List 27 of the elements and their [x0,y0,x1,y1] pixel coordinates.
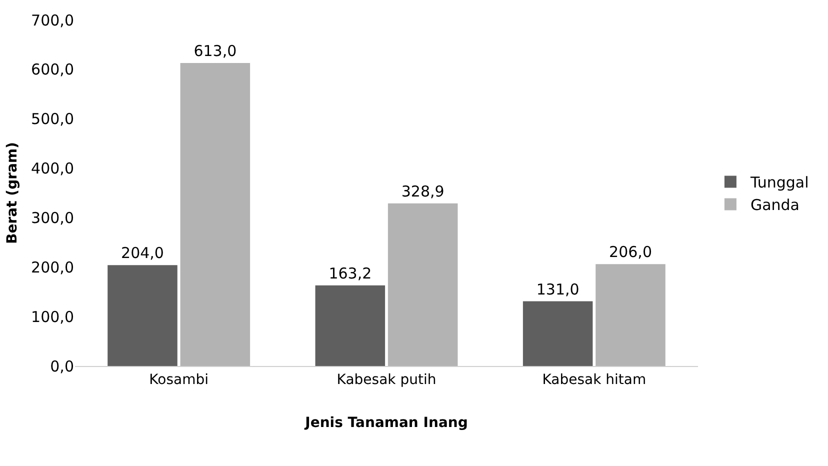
bar [596,264,666,366]
y-tick-label: 700,0 [31,11,74,30]
data-label: 206,0 [609,243,652,262]
bar [388,203,458,366]
x-tick-label: Kabesak hitam [542,372,646,388]
y-tick-label: 300,0 [31,208,74,227]
bar [522,301,593,366]
bar [315,285,386,366]
data-label: 163,2 [328,264,372,282]
x-tick-label: Kosambi [149,372,208,388]
legend-label: Tunggal [749,174,809,192]
y-tick-label: 400,0 [31,160,74,178]
y-tick-label: 0,0 [50,357,74,376]
y-tick-label: 600,0 [31,60,74,79]
y-tick-label: 500,0 [31,110,74,128]
data-label: 613,0 [194,42,237,60]
y-axis-title: Berat (gram) [4,142,21,244]
data-label: 204,0 [121,244,164,262]
y-tick-label: 200,0 [31,258,74,276]
bar [180,63,250,366]
legend-label: Ganda [750,196,800,214]
y-tick-label: 100,0 [31,308,74,326]
x-axis-title: Jenis Tanaman Inang [304,415,468,432]
data-label: 328,9 [401,182,444,200]
data-label: 131,0 [536,280,580,298]
x-tick-label: Kabesak putih [336,372,436,388]
bar [108,265,178,366]
